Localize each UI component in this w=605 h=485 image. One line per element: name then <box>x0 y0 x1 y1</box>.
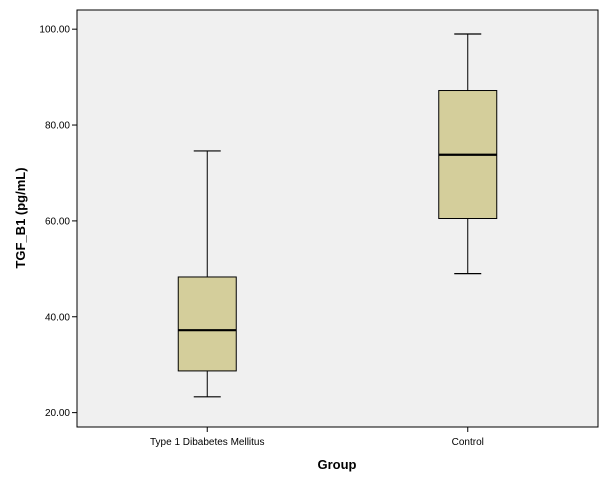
y-tick-label: 60.00 <box>45 216 70 227</box>
y-tick-label: 100.00 <box>39 25 70 36</box>
plot-area <box>76 9 599 428</box>
x-axis: Type 1 Dibabetes Mellitus Control <box>150 427 484 448</box>
box-group <box>177 150 237 398</box>
iqr-box <box>177 276 237 372</box>
box-group <box>438 33 498 275</box>
x-axis-title: Group <box>318 457 357 472</box>
y-tick-label: 80.00 <box>45 121 70 132</box>
boxes <box>177 33 498 398</box>
x-tick-label: Control <box>452 437 484 448</box>
y-axis: 20.00 40.00 60.00 80.00 100.00 <box>39 25 77 419</box>
y-axis-title: TGF_B1 (pg/mL) <box>13 167 28 268</box>
x-tick-label: Type 1 Dibabetes Mellitus <box>150 437 265 448</box>
y-tick-label: 20.00 <box>45 408 70 419</box>
y-tick-label: 40.00 <box>45 312 70 323</box>
